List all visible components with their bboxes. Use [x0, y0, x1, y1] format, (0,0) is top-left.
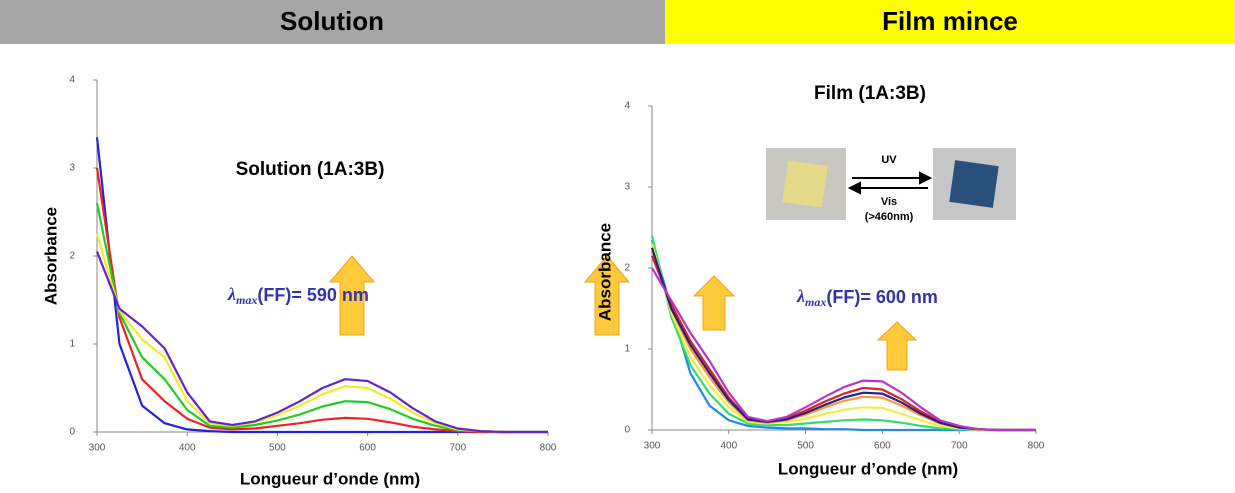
y-tick-label: 3: [69, 163, 75, 174]
spectrum-line: [651, 267, 1036, 432]
spectrum-line: [95, 251, 548, 434]
y-tick-label: 4: [624, 101, 630, 112]
film-yellow: [782, 160, 828, 208]
y-tick-label: 2: [624, 263, 630, 274]
y-axis-label: Absorbance: [41, 207, 60, 305]
x-tick-label: 500: [269, 443, 286, 454]
lambda-symbol: λ: [796, 286, 805, 306]
lambda-subscript: max: [805, 295, 826, 309]
header-left: Solution: [280, 6, 384, 36]
x-tick-label: 400: [179, 443, 196, 454]
x-tick-label: 500: [797, 441, 814, 452]
lambda-text: (FF)= 590 nm: [257, 285, 369, 305]
x-axis-label: Longueur d’onde (nm): [240, 469, 420, 488]
x-tick-label: 800: [540, 443, 557, 454]
header-right-bg: [665, 0, 1235, 44]
x-tick-label: 300: [644, 441, 661, 452]
y-tick-label: 0: [69, 427, 75, 438]
spectrum-line: [95, 202, 548, 434]
x-tick-label: 700: [449, 443, 466, 454]
x-tick-label: 800: [1028, 441, 1045, 452]
y-tick-label: 1: [624, 344, 630, 355]
inset-label: (>460nm): [865, 211, 914, 223]
lambda-max: λmax(FF)= 600 nm: [796, 286, 938, 309]
lambda-max: λmax(FF)= 590 nm: [227, 284, 369, 307]
inset-label: UV: [881, 154, 897, 166]
x-tick-label: 400: [720, 441, 737, 452]
y-tick-label: 2: [69, 251, 75, 262]
x-tick-label: 700: [951, 441, 968, 452]
y-tick-label: 4: [69, 75, 75, 86]
inset-label: Vis: [881, 196, 897, 208]
x-tick-label: 600: [359, 443, 376, 454]
x-tick-label: 600: [874, 441, 891, 452]
annotation: Solution (1A:3B): [236, 159, 385, 180]
spectrum-line: [650, 243, 1036, 432]
lambda-text: (FF)= 600 nm: [826, 287, 938, 307]
lambda-subscript: max: [236, 293, 257, 307]
spectrum-line: [650, 251, 1036, 432]
header-left-bg: [0, 0, 665, 44]
y-axis-label: Absorbance: [595, 223, 614, 321]
equilibrium-arrows: [847, 171, 933, 195]
y-tick-label: 1: [69, 339, 75, 350]
film-blue: [949, 160, 999, 208]
lambda-symbol: λ: [227, 284, 236, 304]
header-right: Film mince: [882, 6, 1018, 36]
chart-title: Film (1A:3B): [814, 83, 926, 104]
y-tick-label: 0: [624, 425, 630, 436]
x-axis-label: Longueur d’onde (nm): [778, 459, 958, 478]
spectrum-line: [650, 247, 1036, 432]
y-tick-label: 3: [624, 182, 630, 193]
arrows: [328, 255, 918, 371]
x-tick-label: 300: [89, 443, 106, 454]
